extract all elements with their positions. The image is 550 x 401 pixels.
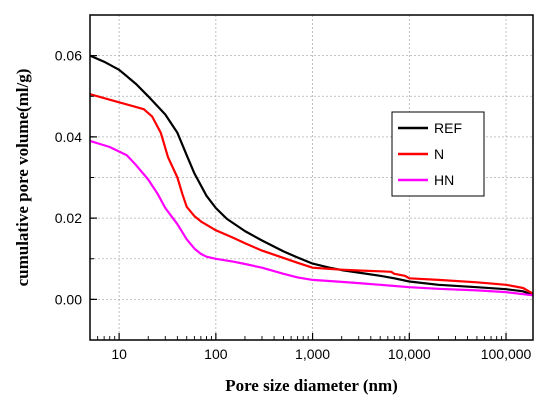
y-tick-label: 0.02	[55, 210, 82, 226]
x-axis-title: Pore size diameter (nm)	[225, 376, 398, 395]
y-axis-title: cumulative pore volume(ml/g)	[13, 69, 32, 287]
series-line-ref	[89, 54, 534, 297]
x-tick-label: 100	[204, 346, 228, 362]
x-tick-label: 1,000	[295, 346, 330, 362]
y-tick-label: 0.00	[55, 291, 82, 307]
series-layer	[89, 54, 534, 297]
tick-layer: 0.00 0.02 0.04 0.06 10 100 1,000 10,000 100,000	[55, 14, 532, 362]
legend-label: N	[434, 146, 444, 162]
x-tick-label: 100,000	[481, 346, 532, 362]
legend: REF N HN	[391, 111, 485, 197]
series-line-n	[89, 93, 534, 295]
legend-label: HN	[434, 172, 454, 188]
legend-label: REF	[434, 120, 462, 136]
x-tick-label: 10,000	[388, 346, 431, 362]
y-tick-label: 0.04	[55, 129, 82, 145]
y-tick-label: 0.06	[55, 48, 82, 64]
x-tick-label: 10	[111, 346, 127, 362]
grid-layer	[90, 15, 533, 340]
series-line-hn	[89, 139, 534, 297]
